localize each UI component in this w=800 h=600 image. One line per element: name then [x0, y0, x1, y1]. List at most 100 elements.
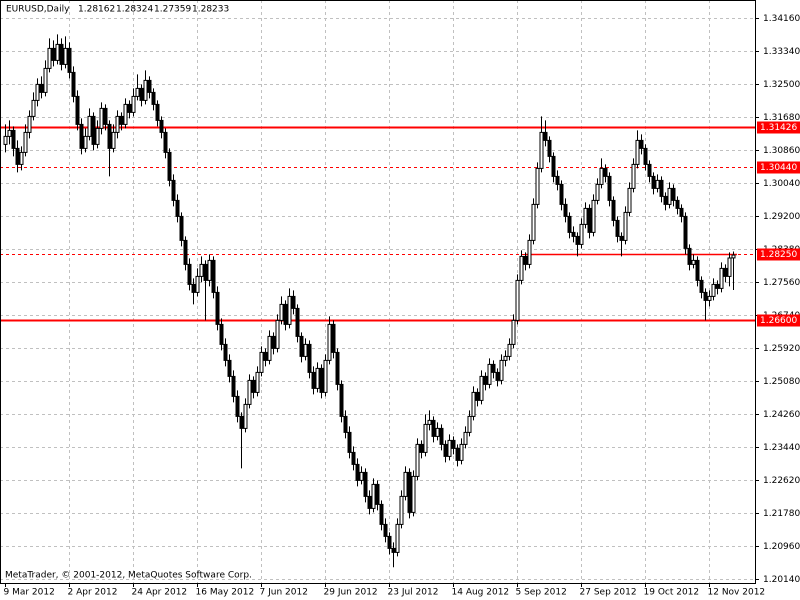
x-tick-label: 7 Jun 2012	[260, 588, 308, 598]
candle-body	[535, 167, 540, 205]
candle-body	[43, 67, 48, 93]
candle-body	[623, 211, 628, 241]
x-tick-label: 23 Jul 2012	[388, 588, 439, 598]
candle-body	[279, 303, 284, 321]
candle-body	[655, 179, 660, 189]
candle-body	[131, 95, 136, 113]
candle-body	[607, 175, 612, 201]
candle-body	[115, 115, 120, 133]
x-tick-label: 19 Oct 2012	[644, 588, 700, 598]
candle-body	[327, 323, 332, 361]
candle-body	[191, 283, 196, 293]
candle-body	[7, 129, 12, 137]
candle-body	[563, 203, 568, 217]
candle-body	[483, 375, 488, 385]
y-tick-label: 1.31680	[763, 113, 800, 123]
level-label: 1.31426	[760, 123, 797, 133]
candle-body	[351, 451, 356, 465]
candle-body	[407, 471, 412, 513]
header-high: 1.28324	[116, 5, 153, 15]
y-tick-label: 1.32500	[763, 80, 800, 90]
candle-body	[223, 343, 228, 361]
y-tick-label: 1.20960	[763, 542, 800, 552]
candle-body	[695, 259, 700, 281]
chart-title: EURUSD,Daily	[6, 5, 70, 15]
candle-body	[547, 139, 552, 157]
y-tick-label: 1.25920	[763, 344, 800, 354]
candle-body	[287, 295, 292, 325]
candle-body	[103, 107, 108, 125]
candle-body	[571, 231, 576, 237]
candle-body	[475, 391, 480, 401]
y-tick-label: 1.20140	[763, 575, 800, 585]
y-tick-label: 1.24260	[763, 410, 800, 420]
level-label: 1.28250	[760, 250, 797, 260]
candle-body	[3, 135, 8, 145]
candle-body	[667, 187, 672, 205]
candle-body	[255, 371, 260, 393]
plot-border	[0, 0, 756, 584]
x-tick-label: 5 Sep 2012	[516, 588, 567, 598]
candle-body	[355, 463, 360, 481]
candle-body	[271, 335, 276, 349]
candle-body	[243, 403, 248, 429]
candle-body	[83, 135, 88, 149]
candle-body	[219, 323, 224, 345]
candle-body	[15, 147, 20, 165]
candle-body	[163, 131, 168, 153]
y-tick-label: 1.25080	[763, 377, 800, 387]
y-tick-label: 1.33340	[763, 47, 800, 57]
candle-body	[727, 257, 732, 277]
candles	[3, 34, 736, 568]
candle-body	[523, 255, 528, 265]
candle-body	[395, 523, 400, 553]
level-label-box	[757, 314, 800, 327]
candle-body	[595, 183, 600, 201]
candle-body	[711, 283, 716, 297]
candle-body	[431, 419, 436, 437]
candle-body	[263, 351, 268, 361]
candle-body	[403, 471, 408, 497]
x-tick-label: 14 Aug 2012	[452, 588, 510, 598]
candle-body	[319, 367, 324, 393]
y-tick-label: 1.30040	[763, 179, 800, 189]
candle-body	[347, 431, 352, 453]
candle-body	[647, 163, 652, 177]
candle-body	[539, 131, 544, 169]
candle-body	[251, 379, 256, 393]
candle-body	[59, 43, 64, 65]
candle-body	[435, 427, 440, 437]
candle-body	[267, 335, 272, 361]
candle-body	[663, 195, 668, 205]
candle-body	[723, 267, 728, 277]
candle-body	[311, 371, 316, 389]
x-tick-label: 9 Mar 2012	[4, 588, 55, 598]
candle-body	[215, 291, 220, 325]
candle-body	[67, 47, 72, 73]
candle-body	[299, 335, 304, 357]
candle-body	[283, 303, 288, 325]
candle-body	[111, 131, 116, 149]
candle-body	[703, 291, 708, 301]
candle-body	[635, 139, 640, 165]
candle-body	[183, 239, 188, 265]
candle-body	[135, 87, 140, 97]
candle-body	[627, 187, 632, 213]
candle-body	[247, 379, 252, 405]
candle-body	[499, 359, 504, 381]
candle-body	[583, 207, 588, 225]
candle-body	[63, 47, 68, 65]
y-tick-label: 1.21780	[763, 509, 800, 519]
candle-body	[427, 419, 432, 425]
candle-body	[439, 427, 444, 445]
y-tick-label: 1.30860	[763, 146, 800, 156]
candle-body	[239, 415, 244, 429]
y-tick-label: 1.34160	[763, 14, 800, 24]
grid	[0, 0, 755, 583]
candle-body	[95, 127, 100, 145]
candle-body	[35, 83, 40, 101]
candle-body	[451, 439, 456, 449]
candle-body	[47, 47, 52, 69]
